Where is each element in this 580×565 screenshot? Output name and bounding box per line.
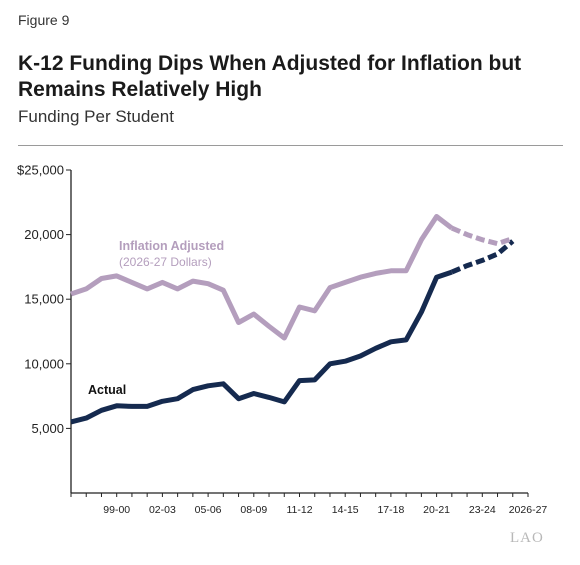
series-line-projected-actual <box>450 239 515 275</box>
y-tick-label: 20,000 <box>24 227 64 242</box>
series-line-projected-inflation-adjusted <box>450 225 514 247</box>
data-point-inflation-adjusted <box>268 325 270 327</box>
data-point-actual <box>70 421 72 423</box>
y-tick-label: 5,000 <box>31 421 64 436</box>
data-point-actual <box>390 341 392 343</box>
lao-logo: LAO <box>510 530 544 546</box>
data-point-actual <box>283 401 285 403</box>
data-point-actual <box>237 397 239 399</box>
x-tick-label: 11-12 <box>286 504 312 516</box>
data-point-actual <box>222 383 224 385</box>
data-point-actual <box>207 385 209 387</box>
data-point-actual <box>374 347 376 349</box>
data-point-actual <box>451 271 453 273</box>
data-point-actual <box>496 253 498 255</box>
data-point-actual <box>298 379 300 381</box>
data-point-actual <box>359 355 361 357</box>
chart-subtitle: Funding Per Student <box>18 107 174 126</box>
data-point-actual <box>512 240 514 242</box>
data-point-inflation-adjusted <box>131 281 133 283</box>
series-label-inflation-adjusted-note: (2026-27 Dollars) <box>119 255 212 269</box>
x-tick-label: 02-03 <box>149 504 176 516</box>
data-point-inflation-adjusted <box>344 281 346 283</box>
y-tick-label: 10,000 <box>24 356 64 371</box>
data-point-actual <box>131 405 133 407</box>
data-point-inflation-adjusted <box>100 277 102 279</box>
data-point-inflation-adjusted <box>405 270 407 272</box>
data-point-inflation-adjusted <box>420 239 422 241</box>
series-line-inflation-adjusted <box>70 214 454 341</box>
data-point-inflation-adjusted <box>283 337 285 339</box>
x-tick-label: 14-15 <box>332 504 359 516</box>
data-point-actual <box>405 339 407 341</box>
data-point-inflation-adjusted <box>359 276 361 278</box>
title-divider <box>18 145 563 146</box>
data-point-actual <box>329 363 331 365</box>
x-tick-label: 23-24 <box>469 504 496 516</box>
figure-label: Figure 9 <box>18 12 70 28</box>
data-point-actual <box>192 388 194 390</box>
data-point-actual <box>161 400 163 402</box>
data-point-actual <box>314 379 316 381</box>
data-point-inflation-adjusted <box>192 280 194 282</box>
data-point-inflation-adjusted <box>176 288 178 290</box>
data-point-inflation-adjusted <box>466 233 468 235</box>
data-point-inflation-adjusted <box>512 237 514 239</box>
data-point-actual <box>344 360 346 362</box>
data-point-inflation-adjusted <box>314 310 316 312</box>
series-line-actual <box>70 269 453 425</box>
y-tick-label: $25,000 <box>17 163 64 178</box>
chart-axes: 5,000 10,000 15,000 20,000 $25,000 99-00 02-03… <box>17 163 547 517</box>
data-point-inflation-adjusted <box>435 215 437 217</box>
data-point-inflation-adjusted <box>85 288 87 290</box>
data-point-inflation-adjusted <box>70 293 72 295</box>
chart-title: K-12 Funding Dips When Adjusted for Infl… <box>18 52 522 101</box>
x-tick-label: 2026-27 <box>509 504 548 516</box>
data-point-actual <box>85 417 87 419</box>
y-tick-label: 15,000 <box>24 292 64 307</box>
data-point-inflation-adjusted <box>496 242 498 244</box>
data-point-actual <box>435 276 437 278</box>
data-point-inflation-adjusted <box>146 288 148 290</box>
data-point-actual <box>116 405 118 407</box>
data-point-inflation-adjusted <box>374 272 376 274</box>
data-point-actual <box>146 405 148 407</box>
data-point-actual <box>176 397 178 399</box>
data-point-inflation-adjusted <box>390 270 392 272</box>
x-tick-label: 08-09 <box>240 504 267 516</box>
x-tick-label: 99-00 <box>103 504 130 516</box>
series-labels: Inflation Adjusted (2026-27 Dollars) Act… <box>88 239 224 397</box>
data-point-inflation-adjusted <box>481 239 483 241</box>
data-point-actual <box>253 392 255 394</box>
series-label-inflation-adjusted: Inflation Adjusted <box>119 239 224 253</box>
data-point-inflation-adjusted <box>451 227 453 229</box>
chart-series <box>70 214 515 425</box>
data-point-actual <box>268 396 270 398</box>
series-label-actual: Actual <box>88 383 126 397</box>
data-point-inflation-adjusted <box>161 281 163 283</box>
x-tick-label: 17-18 <box>377 504 404 516</box>
data-point-actual <box>420 311 422 313</box>
data-point-actual <box>481 259 483 261</box>
data-point-inflation-adjusted <box>253 313 255 315</box>
x-tick-label: 20-21 <box>423 504 450 516</box>
data-point-inflation-adjusted <box>237 321 239 323</box>
data-point-inflation-adjusted <box>116 275 118 277</box>
data-point-inflation-adjusted <box>222 289 224 291</box>
x-tick-label: 05-06 <box>195 504 222 516</box>
data-point-actual <box>100 409 102 411</box>
data-point-inflation-adjusted <box>329 286 331 288</box>
data-point-inflation-adjusted <box>298 306 300 308</box>
data-point-inflation-adjusted <box>207 282 209 284</box>
data-point-actual <box>466 264 468 266</box>
